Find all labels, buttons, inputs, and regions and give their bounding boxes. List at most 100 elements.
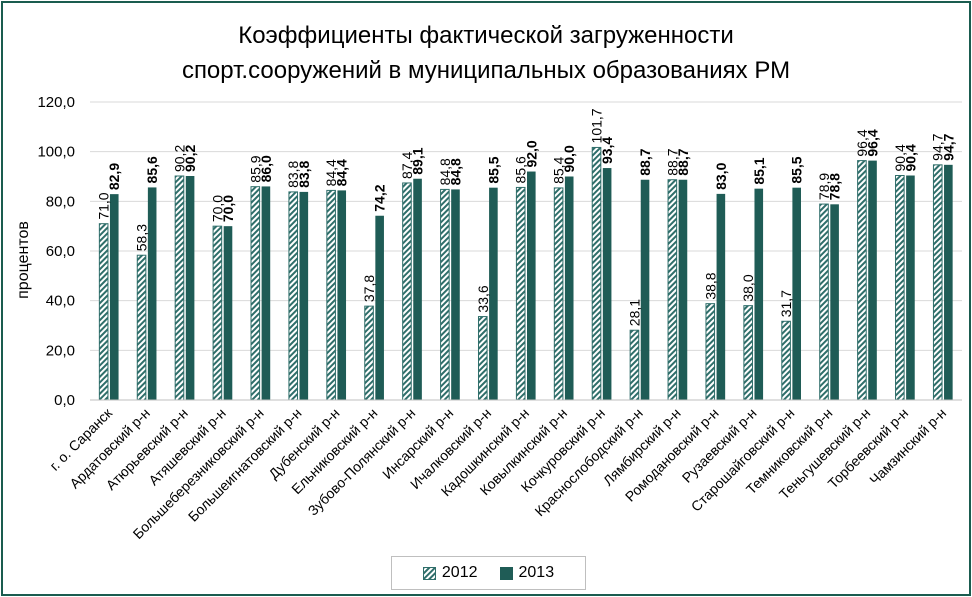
bar-2013 <box>109 194 119 400</box>
bar-2012 <box>705 303 716 401</box>
data-label-2013: 78,8 <box>827 173 843 200</box>
y-tick-label: 40,0 <box>46 293 75 310</box>
data-label-2013: 92,0 <box>523 140 539 167</box>
data-label-2013: 89,1 <box>410 147 426 174</box>
chart-title-line-1: Коэффициенты фактической загруженности <box>238 22 734 49</box>
bar-2013 <box>489 187 498 400</box>
bar-2012 <box>440 188 450 401</box>
legend-swatch-2013 <box>499 566 513 580</box>
bar-2013 <box>602 168 612 400</box>
bar-2013 <box>375 215 384 400</box>
bar-2012 <box>895 175 905 401</box>
data-label-2013: 94,7 <box>940 133 956 160</box>
data-label-2013: 85,5 <box>789 156 805 183</box>
legend-item-2013: 2013 <box>499 564 555 582</box>
bar-2013 <box>830 204 839 400</box>
bar-2012 <box>212 225 223 401</box>
data-label-2012: 38,0 <box>740 274 756 301</box>
data-label-2012: 84,8 <box>437 158 453 185</box>
chart-title: Коэффициенты фактической загруженности с… <box>0 18 972 88</box>
y-tick-label: 120,0 <box>37 94 75 111</box>
bar-2013 <box>564 176 574 400</box>
bar-2012 <box>591 146 602 401</box>
bar-2012 <box>250 186 261 401</box>
bar-2012 <box>819 203 829 401</box>
legend-swatch-2012 <box>422 566 436 580</box>
y-tick-label: 0,0 <box>54 392 75 409</box>
data-label-2013: 82,9 <box>106 163 122 190</box>
bar-2012 <box>477 316 488 401</box>
data-label-2012: 87,4 <box>399 151 415 178</box>
data-label-2013: 86,0 <box>258 155 274 182</box>
bar-2012 <box>932 164 943 401</box>
data-label-2013: 84,4 <box>334 159 350 186</box>
bar-2013 <box>716 193 726 400</box>
legend-item-2012: 2012 <box>422 564 478 582</box>
data-label-2012: 101,7 <box>589 108 605 143</box>
legend-label-2013: 2013 <box>518 564 555 581</box>
bar-2013 <box>147 187 157 400</box>
bar-2013 <box>678 179 688 400</box>
data-label-2013: 93,4 <box>599 137 615 164</box>
data-label-2012: 38,8 <box>702 272 718 299</box>
bar-2012 <box>98 223 109 401</box>
bar-2013 <box>261 186 271 400</box>
bar-2012 <box>364 305 374 401</box>
bar-2012 <box>136 254 147 401</box>
bar-2013 <box>640 179 650 400</box>
data-label-2012: 84,4 <box>323 159 339 186</box>
bar-2013 <box>337 190 347 400</box>
bar-2012 <box>667 179 678 401</box>
data-label-2013: 85,6 <box>144 156 160 183</box>
bar-2012 <box>781 320 791 401</box>
data-label-2013: 83,8 <box>296 160 312 187</box>
data-label-2013: 96,4 <box>865 129 881 156</box>
y-axis-label: процентов <box>15 221 32 299</box>
bar-2013 <box>299 191 309 400</box>
chart-title-line-2: спорт.сооружений в муниципальных образов… <box>181 57 791 84</box>
bar-2013 <box>754 188 764 400</box>
y-axis: 0,0 20,0 40,0 60,0 80,0 100,0 120,0 <box>37 94 75 409</box>
data-label-2013: 84,8 <box>447 158 463 185</box>
data-label-2013: 90,2 <box>182 145 198 172</box>
bar-2012 <box>515 186 526 401</box>
y-tick-label: 20,0 <box>46 342 75 359</box>
data-label-2013: 88,7 <box>637 148 653 175</box>
data-label-2012: 28,1 <box>626 299 642 326</box>
bar-2012 <box>402 182 412 401</box>
bar-2012 <box>629 329 640 401</box>
data-label-2012: 90,4 <box>892 144 908 171</box>
y-tick-label: 60,0 <box>46 243 75 260</box>
bar-2013 <box>792 187 801 400</box>
legend: 2012 2013 <box>391 556 586 590</box>
data-label-2012: 37,8 <box>361 275 377 302</box>
data-label-2012: 71,0 <box>96 192 112 219</box>
bar-2013 <box>223 226 233 400</box>
data-label-2013: 74,2 <box>372 184 388 211</box>
data-label-2012: 78,9 <box>816 173 832 200</box>
data-label-2012: 96,4 <box>854 129 870 156</box>
bar-2013 <box>906 175 915 400</box>
bar-2012 <box>326 189 336 401</box>
data-label-2013: 90,0 <box>561 145 577 172</box>
bar-2012 <box>857 160 867 401</box>
data-label-2013: 85,5 <box>485 156 501 183</box>
data-label-2013: 88,7 <box>675 148 691 175</box>
data-labels: 71,0 82,9 58,3 85,6 90,290,2 70,070,0 85,986,0… <box>96 108 957 326</box>
bar-2013 <box>451 189 460 400</box>
bar-2013 <box>868 160 877 400</box>
bar-2013 <box>527 171 536 400</box>
bar-2013 <box>944 164 953 400</box>
legend-label-2012: 2012 <box>441 564 478 581</box>
data-label-2012: 58,3 <box>134 224 150 251</box>
data-label-2013: 70,0 <box>220 195 236 222</box>
bar-2013 <box>413 178 422 400</box>
bar-2012 <box>174 175 185 401</box>
y-tick-label: 100,0 <box>37 144 75 161</box>
data-label-2012: 85,9 <box>247 155 263 182</box>
bar-2012 <box>553 187 564 401</box>
bar-2012 <box>743 305 753 401</box>
data-label-2012: 90,2 <box>171 145 187 172</box>
